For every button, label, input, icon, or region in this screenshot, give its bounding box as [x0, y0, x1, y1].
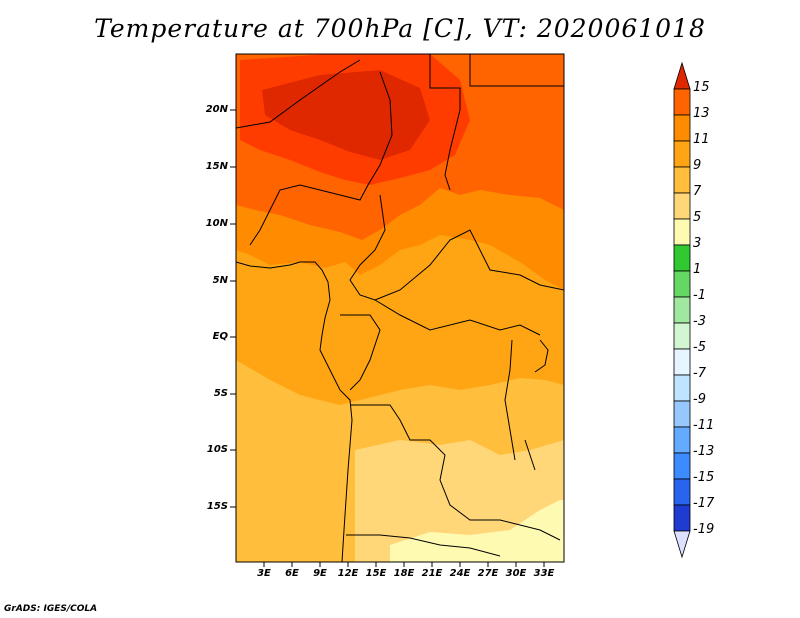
- coastline-west: [236, 261, 353, 562]
- x-tick-label: 21E: [421, 568, 443, 579]
- colorbar-top-triangle: [673, 61, 691, 90]
- colorbar-segment: [673, 296, 691, 324]
- colorbar-label: 9: [693, 158, 702, 173]
- y-tick-label: 20N: [205, 104, 228, 115]
- colorbar-segment: [673, 452, 691, 480]
- temperature-field: [236, 54, 564, 562]
- colorbar-segment: [673, 114, 691, 142]
- colorbar-label: 5: [693, 210, 702, 225]
- colorbar-label: 13: [693, 106, 710, 121]
- y-tick-label: 10S: [206, 444, 228, 455]
- colorbar-segment: [673, 400, 691, 428]
- border-central: [349, 194, 564, 301]
- chart-title: Temperature at 700hPa [C], VT: 202006101…: [94, 14, 706, 43]
- x-tick-label: 3E: [257, 568, 271, 579]
- x-tick-label: 18E: [393, 568, 415, 579]
- colorbar-segment: [673, 244, 691, 272]
- colorbar-segment: [673, 166, 691, 194]
- colorbar-label: 1: [693, 262, 702, 277]
- y-tick-label: 15S: [206, 501, 228, 512]
- border-south: [346, 404, 561, 557]
- axis-ticks: [230, 109, 545, 567]
- x-tick-label: 27E: [477, 568, 499, 579]
- y-tick-label: 5S: [213, 388, 228, 399]
- colorbar-label: 11: [693, 132, 710, 147]
- colorbar-segment: [673, 218, 691, 246]
- band-warm-core: [262, 70, 430, 160]
- colorbar-label: -5: [693, 340, 706, 355]
- colorbar-label: -7: [693, 366, 706, 381]
- x-tick-label: 12E: [337, 568, 359, 579]
- colorbar-label: 7: [693, 184, 702, 199]
- colorbar-label: -15: [693, 470, 715, 485]
- colorbar-segment: [673, 322, 691, 350]
- colorbar-segment: [673, 348, 691, 376]
- y-tick-label: 10N: [205, 218, 228, 229]
- country-borders: [236, 54, 564, 562]
- border-equatorial: [340, 299, 541, 391]
- band-3-5: [390, 500, 564, 562]
- colorbar-segment: [673, 374, 691, 402]
- x-tick-label: 6E: [285, 568, 299, 579]
- border-north-east: [429, 54, 564, 191]
- border-sahara: [236, 59, 393, 246]
- y-tick-label: 5N: [212, 275, 228, 286]
- colorbar-segment: [673, 192, 691, 220]
- colorbar-label: -11: [693, 418, 715, 433]
- colorbar: [673, 61, 691, 559]
- colorbar-segment: [673, 270, 691, 298]
- map-frame: [235, 53, 565, 563]
- credit-text: GrADS: IGES/COLA: [4, 604, 98, 614]
- x-tick-label: 33E: [533, 568, 555, 579]
- y-tick-label: 15N: [205, 161, 228, 172]
- colorbar-segment: [673, 88, 691, 116]
- x-tick-label: 15E: [365, 568, 387, 579]
- lakes-east: [504, 339, 549, 471]
- colorbar-label: -19: [693, 522, 715, 537]
- colorbar-segment: [673, 426, 691, 454]
- colorbar-segment: [673, 478, 691, 506]
- y-tick-label: EQ: [212, 331, 228, 342]
- x-tick-label: 9E: [313, 568, 327, 579]
- colorbar-label: -13: [693, 444, 715, 459]
- colorbar-label: -3: [693, 314, 706, 329]
- colorbar-label: 15: [693, 80, 710, 95]
- colorbar-segment: [673, 140, 691, 168]
- colorbar-bottom-triangle: [673, 530, 691, 559]
- colorbar-label: 3: [693, 236, 702, 251]
- colorbar-label: -17: [693, 496, 715, 511]
- x-tick-label: 24E: [449, 568, 471, 579]
- colorbar-segment: [673, 504, 691, 532]
- x-tick-label: 30E: [505, 568, 527, 579]
- colorbar-label: -9: [693, 392, 706, 407]
- colorbar-label: -1: [693, 288, 706, 303]
